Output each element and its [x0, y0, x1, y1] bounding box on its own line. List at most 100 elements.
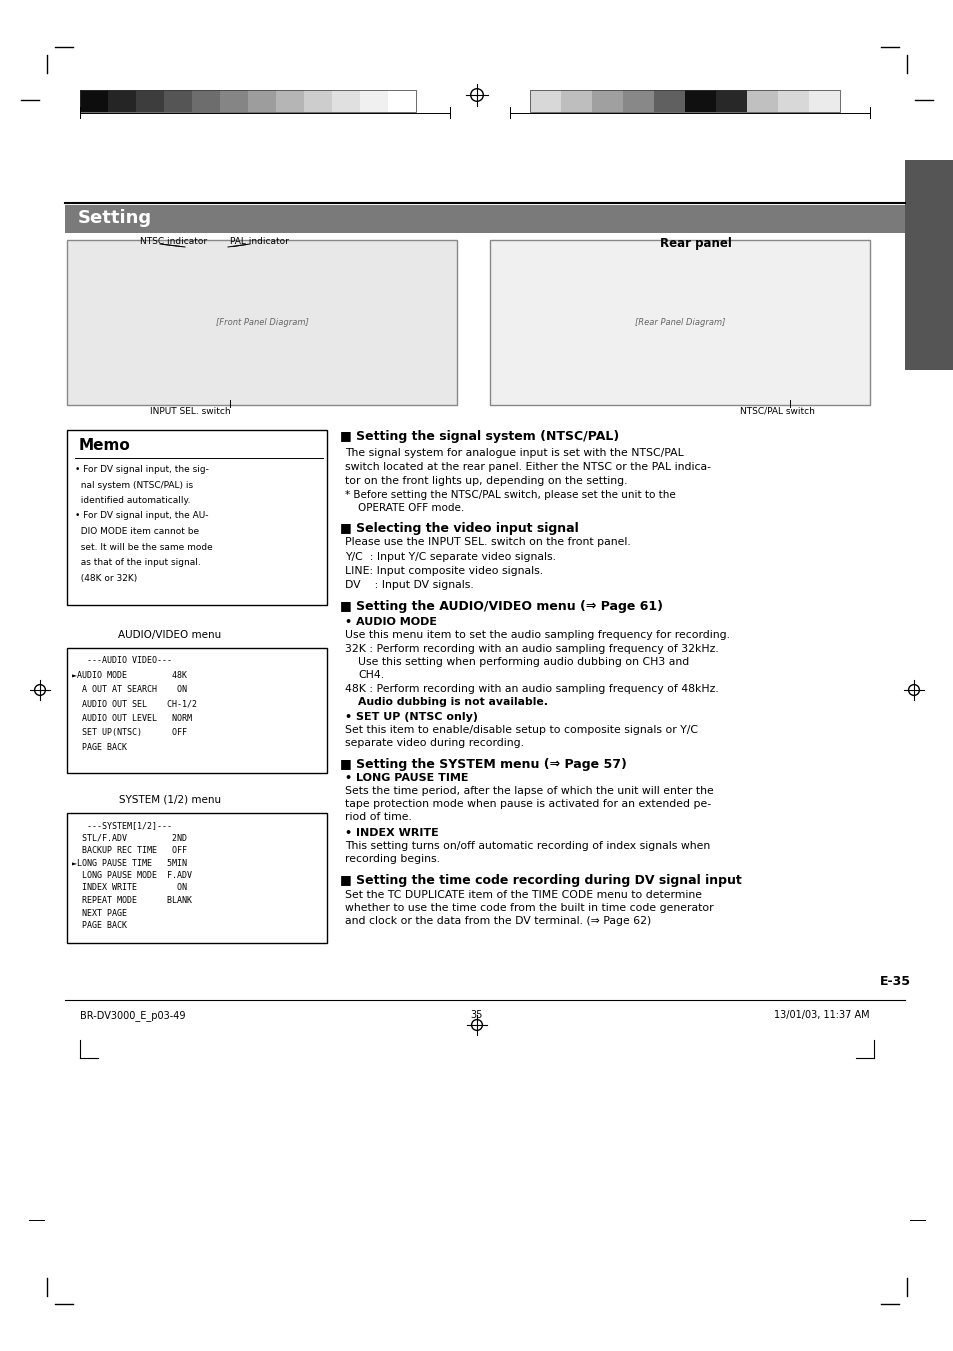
- Text: NEXT PAGE: NEXT PAGE: [71, 908, 127, 917]
- Text: NTSC/PAL switch: NTSC/PAL switch: [740, 407, 814, 416]
- Bar: [684, 91, 716, 112]
- Text: INDEX WRITE        ON: INDEX WRITE ON: [71, 884, 187, 893]
- Text: LINE: Input composite video signals.: LINE: Input composite video signals.: [345, 566, 542, 576]
- Text: * Before setting the NTSC/PAL switch, please set the unit to the: * Before setting the NTSC/PAL switch, pl…: [345, 490, 675, 500]
- Text: Use this setting when performing audio dubbing on CH3 and: Use this setting when performing audio d…: [357, 657, 688, 667]
- Bar: [220, 91, 248, 112]
- Text: Setting: Setting: [78, 209, 152, 227]
- Text: REPEAT MODE      BLANK: REPEAT MODE BLANK: [71, 896, 192, 905]
- Text: OPERATE OFF mode.: OPERATE OFF mode.: [357, 503, 464, 513]
- Text: Set this item to enable/disable setup to composite signals or Y/C: Set this item to enable/disable setup to…: [345, 725, 698, 735]
- Text: AUDIO OUT SEL    CH-1/2: AUDIO OUT SEL CH-1/2: [71, 700, 196, 708]
- Text: as that of the input signal.: as that of the input signal.: [75, 558, 200, 567]
- Text: set. It will be the same mode: set. It will be the same mode: [75, 543, 213, 551]
- Text: DV    : Input DV signals.: DV : Input DV signals.: [345, 580, 474, 590]
- Text: AUDIO OUT LEVEL   NORM: AUDIO OUT LEVEL NORM: [71, 713, 192, 723]
- Text: 48K : Perform recording with an audio sampling frequency of 48kHz.: 48K : Perform recording with an audio sa…: [345, 684, 718, 694]
- Bar: [778, 91, 808, 112]
- Text: SYSTEM (1/2) menu: SYSTEM (1/2) menu: [119, 794, 221, 805]
- Bar: [80, 91, 108, 112]
- Text: DIO MODE item cannot be: DIO MODE item cannot be: [75, 527, 199, 536]
- Text: Please use the INPUT SEL. switch on the front panel.: Please use the INPUT SEL. switch on the …: [345, 536, 630, 547]
- Text: PAL indicator: PAL indicator: [230, 236, 289, 246]
- Text: STL/F.ADV         2ND: STL/F.ADV 2ND: [71, 834, 187, 843]
- Text: ---AUDIO VIDEO---: ---AUDIO VIDEO---: [71, 657, 172, 665]
- Text: ■ Setting the time code recording during DV signal input: ■ Setting the time code recording during…: [339, 874, 741, 888]
- Text: (48K or 32K): (48K or 32K): [75, 574, 137, 582]
- Bar: [67, 813, 327, 943]
- Text: • For DV signal input, the sig-: • For DV signal input, the sig-: [75, 465, 209, 474]
- Bar: [808, 91, 840, 112]
- Text: ►AUDIO MODE         48K: ►AUDIO MODE 48K: [71, 670, 187, 680]
- Bar: [136, 91, 164, 112]
- Text: riod of time.: riod of time.: [345, 812, 412, 821]
- Text: E-35: E-35: [879, 975, 910, 988]
- Text: The signal system for analogue input is set with the NTSC/PAL: The signal system for analogue input is …: [345, 449, 683, 458]
- Text: • AUDIO MODE: • AUDIO MODE: [345, 617, 436, 627]
- Text: recording begins.: recording begins.: [345, 854, 439, 865]
- Text: whether to use the time code from the built in time code generator: whether to use the time code from the bu…: [345, 902, 713, 913]
- Text: • For DV signal input, the AU-: • For DV signal input, the AU-: [75, 512, 209, 520]
- Text: AUDIO/VIDEO menu: AUDIO/VIDEO menu: [118, 630, 221, 640]
- Text: nal system (NTSC/PAL) is: nal system (NTSC/PAL) is: [75, 481, 193, 489]
- Text: ►LONG PAUSE TIME   5MIN: ►LONG PAUSE TIME 5MIN: [71, 858, 187, 867]
- Bar: [388, 91, 416, 112]
- Text: 35: 35: [471, 1011, 482, 1020]
- Text: Memo: Memo: [79, 438, 131, 453]
- Text: Y/C  : Input Y/C separate video signals.: Y/C : Input Y/C separate video signals.: [345, 553, 556, 562]
- Bar: [304, 91, 332, 112]
- Text: This setting turns on/off automatic recording of index signals when: This setting turns on/off automatic reco…: [345, 842, 709, 851]
- Bar: [332, 91, 359, 112]
- Text: SET UP(NTSC)      OFF: SET UP(NTSC) OFF: [71, 728, 187, 738]
- Text: NTSC indicator: NTSC indicator: [140, 236, 207, 246]
- Text: identified automatically.: identified automatically.: [75, 496, 191, 505]
- Bar: [490, 240, 869, 405]
- Bar: [716, 91, 746, 112]
- Bar: [108, 91, 136, 112]
- Text: LONG PAUSE MODE  F.ADV: LONG PAUSE MODE F.ADV: [71, 871, 192, 880]
- Text: • INDEX WRITE: • INDEX WRITE: [345, 828, 438, 838]
- Text: A OUT AT SEARCH    ON: A OUT AT SEARCH ON: [71, 685, 187, 694]
- Bar: [164, 91, 192, 112]
- Text: and clock or the data from the DV terminal. (⇒ Page 62): and clock or the data from the DV termin…: [345, 916, 651, 925]
- Text: Set the TC DUPLICATE item of the TIME CODE menu to determine: Set the TC DUPLICATE item of the TIME CO…: [345, 890, 701, 900]
- Bar: [560, 91, 592, 112]
- Bar: [65, 205, 904, 232]
- Bar: [67, 648, 327, 773]
- Text: 32K : Perform recording with an audio sampling frequency of 32kHz.: 32K : Perform recording with an audio sa…: [345, 644, 718, 654]
- Text: BACKUP REC TIME   OFF: BACKUP REC TIME OFF: [71, 846, 187, 855]
- Text: separate video during recording.: separate video during recording.: [345, 738, 523, 748]
- Text: BR-DV3000_E_p03-49: BR-DV3000_E_p03-49: [80, 1011, 185, 1021]
- Bar: [67, 240, 456, 405]
- Text: ■ Setting the SYSTEM menu (⇒ Page 57): ■ Setting the SYSTEM menu (⇒ Page 57): [339, 758, 626, 771]
- Text: tape protection mode when pause is activated for an extended pe-: tape protection mode when pause is activ…: [345, 798, 710, 809]
- Text: Audio dubbing is not available.: Audio dubbing is not available.: [357, 697, 547, 707]
- Text: PAGE BACK: PAGE BACK: [71, 921, 127, 929]
- Bar: [622, 91, 654, 112]
- Text: Rear panel: Rear panel: [659, 236, 731, 250]
- Bar: [746, 91, 778, 112]
- Bar: [530, 91, 560, 112]
- Text: switch located at the rear panel. Either the NTSC or the PAL indica-: switch located at the rear panel. Either…: [345, 462, 710, 471]
- Text: • SET UP (NTSC only): • SET UP (NTSC only): [345, 712, 477, 721]
- Text: PAGE BACK: PAGE BACK: [71, 743, 127, 753]
- Text: ---SYSTEM[1/2]---: ---SYSTEM[1/2]---: [71, 821, 172, 830]
- Text: INPUT SEL. switch: INPUT SEL. switch: [150, 407, 231, 416]
- Text: ■ Setting the AUDIO/VIDEO menu (⇒ Page 61): ■ Setting the AUDIO/VIDEO menu (⇒ Page 6…: [339, 600, 662, 613]
- Bar: [67, 430, 327, 605]
- Text: [Rear Panel Diagram]: [Rear Panel Diagram]: [634, 317, 724, 327]
- Bar: [904, 159, 953, 370]
- Bar: [80, 91, 416, 112]
- Text: Sets the time period, after the lapse of which the unit will enter the: Sets the time period, after the lapse of…: [345, 786, 713, 796]
- Bar: [275, 91, 304, 112]
- Bar: [592, 91, 622, 112]
- Bar: [654, 91, 684, 112]
- Text: [Front Panel Diagram]: [Front Panel Diagram]: [215, 317, 308, 327]
- Text: CH4.: CH4.: [357, 670, 384, 680]
- Bar: [248, 91, 275, 112]
- Text: Use this menu item to set the audio sampling frequency for recording.: Use this menu item to set the audio samp…: [345, 630, 729, 640]
- Bar: [530, 91, 840, 112]
- Text: tor on the front lights up, depending on the setting.: tor on the front lights up, depending on…: [345, 476, 627, 486]
- Bar: [359, 91, 388, 112]
- Text: 13/01/03, 11:37 AM: 13/01/03, 11:37 AM: [774, 1011, 869, 1020]
